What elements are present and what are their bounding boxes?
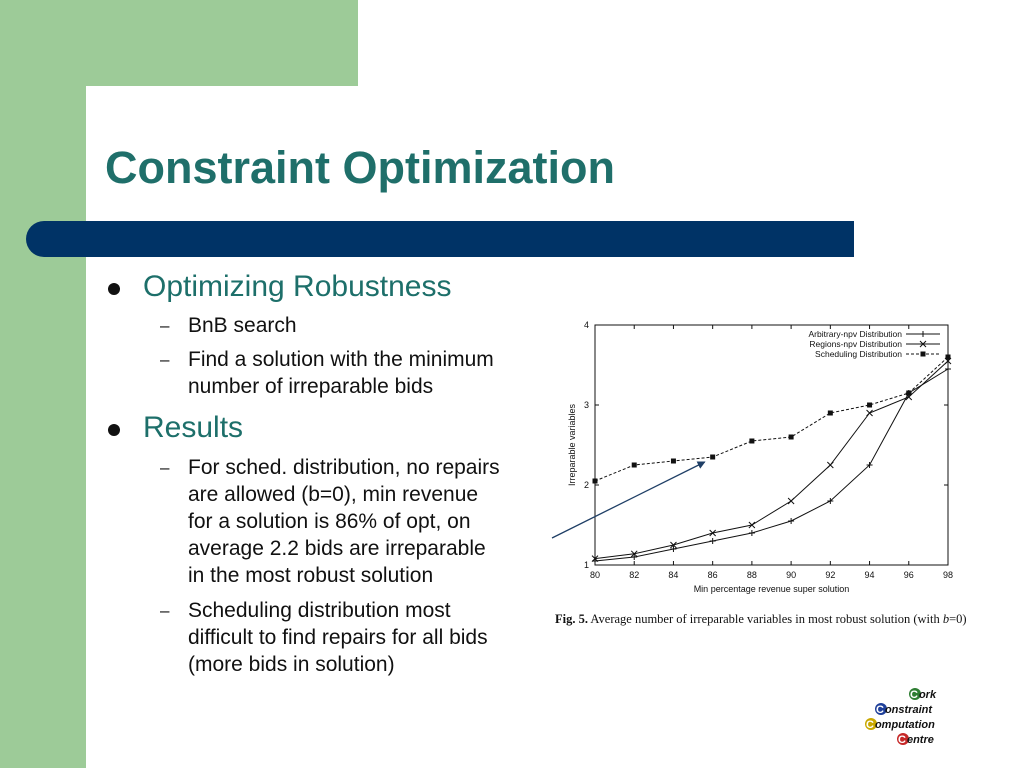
logo-circle-cork (909, 688, 921, 700)
legend-label: Scheduling Distribution (815, 349, 902, 359)
x-tick-label: 92 (825, 570, 835, 580)
data-point-series-0 (748, 530, 755, 536)
data-point-series-1 (787, 497, 795, 505)
x-tick-label: 80 (590, 570, 600, 580)
bullet-dot (108, 424, 120, 436)
data-point-series-2 (710, 454, 716, 460)
sub-bullet-dash: – (160, 350, 170, 369)
sub-bullet-dash: – (160, 316, 170, 335)
logo-initial: C (866, 719, 874, 731)
data-point-series-0 (709, 538, 716, 544)
legend-marker (919, 340, 927, 348)
x-tick-label: 98 (943, 570, 953, 580)
figure-caption-label: Fig. 5. (555, 612, 588, 626)
figure-caption-suffix: =0) (949, 612, 967, 626)
data-point-series-0 (945, 366, 951, 372)
data-point-series-2 (906, 390, 912, 396)
slide-title: Constraint Optimization (105, 142, 615, 193)
left-accent-band (0, 0, 86, 768)
data-point-series-2 (631, 462, 637, 468)
logo-text-constraint: Constraint (876, 704, 933, 716)
figure-caption-var: b (942, 612, 950, 626)
logo-circle-constraint (875, 703, 887, 715)
sub-bullet-difficult-line2: difficult to find repairs for all bids (188, 626, 488, 649)
x-tick-label: 94 (865, 570, 875, 580)
series-line-1 (594, 360, 949, 560)
sub-bullet-sched-line1: For sched. distribution, no repairs (188, 456, 500, 479)
figure-caption-text: Average number of irreparable variables … (590, 612, 943, 626)
sub-bullet-dash: – (160, 458, 170, 477)
logo-initial: C (876, 704, 884, 716)
sub-bullet-min-irreparable-line2: number of irreparable bids (188, 375, 434, 398)
y-tick-label: 4 (584, 320, 589, 330)
x-tick-label: 90 (786, 570, 796, 580)
series-line-0 (594, 368, 949, 562)
data-point-series-0 (866, 462, 873, 468)
sub-bullet-sched-line3: for a solution is 86% of opt, on (188, 510, 471, 533)
annotation-arrow (551, 461, 706, 539)
bullet-results: Results (143, 411, 244, 444)
data-point-series-0 (631, 554, 638, 560)
y-tick-label: 1 (584, 560, 589, 570)
title-divider-bar (26, 221, 854, 257)
data-point-series-0 (670, 546, 677, 552)
sub-bullet-sched-line4: average 2.2 bids are irreparable (188, 537, 486, 560)
x-tick-label: 86 (708, 570, 718, 580)
data-point-series-2 (945, 354, 951, 360)
data-point-series-2 (867, 402, 873, 408)
plot-frame (594, 324, 949, 566)
irreparable-variables-chart: 80 82 84 86 88 90 92 94 96 98 1 2 3 4 Min percentage r… (551, 320, 953, 594)
legend-marker (920, 331, 926, 337)
x-axis-label: Min percentage revenue super solution (694, 584, 850, 594)
logo-text-centre: Centre (898, 734, 934, 746)
content-panel (86, 86, 1024, 768)
x-tick-label: 96 (904, 570, 914, 580)
bullet-optimizing-robustness: Optimizing Robustness (143, 270, 452, 303)
x-tick-label: 84 (668, 570, 678, 580)
data-point-series-1 (591, 555, 599, 562)
data-point-series-0 (788, 518, 795, 524)
y-tick-label: 3 (584, 400, 589, 410)
logo-initial: C (898, 734, 906, 746)
data-point-series-1 (630, 550, 638, 558)
sub-bullet-min-irreparable-line1: Find a solution with the minimum (188, 348, 494, 371)
logo-text-cork: Cork (910, 689, 937, 701)
data-point-series-1 (866, 409, 873, 417)
data-point-series-2 (670, 458, 676, 464)
series-line-2 (594, 356, 949, 482)
logo-text-computation: Computation (866, 719, 935, 731)
data-point-series-1 (748, 521, 756, 529)
bullet-dot (108, 283, 120, 295)
x-tick-label: 82 (629, 570, 639, 580)
sub-bullet-bnb-search: BnB search (188, 314, 297, 337)
legend-label: Regions-npv Distribution (809, 339, 902, 349)
data-point-series-2 (749, 438, 755, 444)
logo-initial: C (910, 689, 918, 701)
top-accent-band (0, 0, 358, 86)
y-axis-label: Irreparable variables (567, 403, 577, 486)
sub-bullet-dash: – (160, 601, 170, 620)
sub-bullet-difficult-line3: (more bids in solution) (188, 653, 395, 676)
data-point-series-1 (670, 541, 677, 549)
data-point-series-2 (592, 478, 598, 484)
y-tick-label: 2 (584, 480, 589, 490)
sub-bullet-sched-line5: in the most robust solution (188, 564, 434, 587)
data-point-series-0 (827, 498, 834, 504)
sub-bullet-sched-line2: are allowed (b=0), min revenue (188, 483, 479, 506)
cork-constraint-computation-centre-logo: Cork Constraint Computation Centre (865, 688, 937, 746)
data-point-series-2 (827, 410, 833, 416)
sub-bullet-difficult-line1: Scheduling distribution most (188, 599, 451, 622)
figure-caption: Fig. 5. Average number of irreparable va… (555, 612, 967, 627)
legend-label: Arbitrary-npv Distribution (808, 329, 902, 339)
x-tick-label: 88 (747, 570, 757, 580)
logo-circle-computation (865, 718, 877, 730)
data-point-series-2 (788, 434, 794, 440)
logo-circle-centre (897, 733, 909, 745)
legend-marker (920, 351, 926, 357)
data-point-series-1 (826, 461, 834, 469)
data-point-series-1 (709, 529, 717, 537)
